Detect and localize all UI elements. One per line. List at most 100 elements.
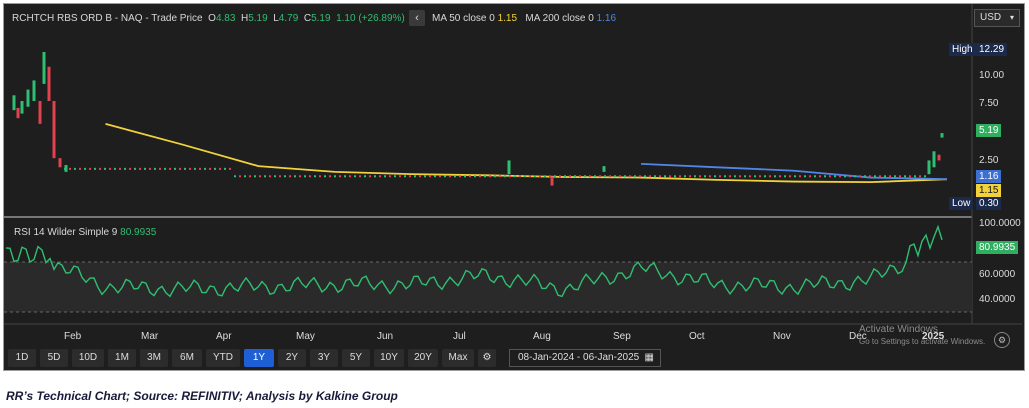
- candle: [769, 175, 771, 178]
- candle: [829, 175, 831, 178]
- candle: [809, 175, 811, 178]
- candle: [129, 167, 131, 170]
- candle: [734, 175, 736, 178]
- range-button-3y[interactable]: 3Y: [310, 349, 338, 367]
- low-tag-label: Low: [952, 198, 971, 209]
- high-tag-value: 12.29: [976, 43, 1008, 56]
- candle: [374, 175, 376, 178]
- candle: [784, 175, 786, 178]
- candle: [249, 175, 251, 178]
- candle: [64, 167, 66, 170]
- candle: [669, 175, 671, 178]
- candle: [119, 167, 121, 170]
- candle: [214, 167, 216, 170]
- month-label: May: [296, 331, 315, 342]
- range-button-20y[interactable]: 20Y: [408, 349, 438, 367]
- candle: [879, 175, 881, 178]
- candle: [550, 176, 554, 186]
- calendar-icon[interactable]: ▦: [644, 352, 654, 363]
- candle: [69, 167, 71, 170]
- month-label: Aug: [533, 331, 551, 342]
- currency-select[interactable]: USD ▾: [974, 9, 1020, 27]
- month-label: Mar: [141, 331, 159, 342]
- candle: [32, 80, 36, 102]
- candle: [549, 175, 551, 178]
- watermark-title: Activate Windows: [859, 324, 938, 335]
- chevron-left-icon[interactable]: ‹: [409, 10, 425, 26]
- month-label: 2025: [922, 331, 945, 342]
- candle: [194, 167, 196, 170]
- candle: [184, 167, 186, 170]
- candle: [42, 52, 46, 84]
- candle: [729, 175, 731, 178]
- range-button-1m[interactable]: 1M: [108, 349, 136, 367]
- candle: [599, 175, 601, 178]
- candle: [507, 160, 511, 175]
- candle: [254, 175, 256, 178]
- candle: [459, 175, 461, 178]
- candle: [554, 175, 556, 178]
- candle: [884, 175, 886, 178]
- candle: [644, 175, 646, 178]
- range-button-5y[interactable]: 5Y: [342, 349, 370, 367]
- candle: [779, 175, 781, 178]
- candle: [349, 175, 351, 178]
- candle: [814, 175, 816, 178]
- gear-icon[interactable]: ⚙: [478, 349, 496, 367]
- ma50-tag: 1.15: [976, 184, 1002, 197]
- candle: [534, 175, 536, 178]
- range-button-3m[interactable]: 3M: [140, 349, 168, 367]
- candle: [309, 175, 311, 178]
- candle: [229, 167, 231, 170]
- candle: [344, 175, 346, 178]
- candle: [854, 175, 856, 178]
- candle: [334, 175, 336, 178]
- ma50-line: [105, 123, 948, 184]
- range-button-ytd[interactable]: YTD: [206, 349, 240, 367]
- date-range-picker[interactable]: 08-Jan-2024 - 06-Jan-2025 ▦: [509, 349, 661, 367]
- candle: [469, 175, 471, 178]
- candle: [109, 167, 111, 170]
- candle: [474, 175, 476, 178]
- candle: [869, 175, 871, 178]
- ma200-value: 1.16: [596, 13, 617, 24]
- candle: [79, 167, 81, 170]
- candle: [739, 175, 741, 178]
- candle: [26, 89, 30, 107]
- range-button-1d[interactable]: 1D: [8, 349, 36, 367]
- candle: [839, 175, 841, 178]
- candle: [464, 175, 466, 178]
- month-label: Jun: [377, 331, 394, 342]
- price-chart[interactable]: [4, 4, 1024, 370]
- candle: [699, 175, 701, 178]
- activate-windows-watermark: Activate Windows Go to Settings to activ…: [859, 324, 985, 348]
- candle: [689, 175, 691, 178]
- rsi-axis-tick: 100.0000: [979, 218, 1021, 229]
- candle: [414, 175, 416, 178]
- candle: [649, 175, 651, 178]
- range-button-1y[interactable]: 1Y: [244, 349, 274, 367]
- candle: [789, 175, 791, 178]
- candle: [709, 175, 711, 178]
- range-button-10y[interactable]: 10Y: [374, 349, 404, 367]
- candle: [940, 133, 944, 138]
- range-button-10d[interactable]: 10D: [72, 349, 104, 367]
- range-button-6m[interactable]: 6M: [172, 349, 202, 367]
- chevron-down-icon: ▾: [1009, 13, 1014, 22]
- candle: [927, 160, 931, 175]
- range-button-5d[interactable]: 5D: [40, 349, 68, 367]
- candle: [134, 167, 136, 170]
- range-button-max[interactable]: Max: [442, 349, 474, 367]
- last-price-tag: 5.19: [976, 124, 1002, 137]
- candle: [524, 175, 526, 178]
- candle: [104, 167, 106, 170]
- candle: [47, 66, 51, 102]
- chart-settings-icon[interactable]: ⚙: [994, 332, 1010, 348]
- ma200-tag: 1.16: [976, 170, 1002, 183]
- candle: [399, 175, 401, 178]
- range-button-2y[interactable]: 2Y: [278, 349, 306, 367]
- candle: [319, 175, 321, 178]
- candle: [369, 175, 371, 178]
- candle: [704, 175, 706, 178]
- candle: [764, 175, 766, 178]
